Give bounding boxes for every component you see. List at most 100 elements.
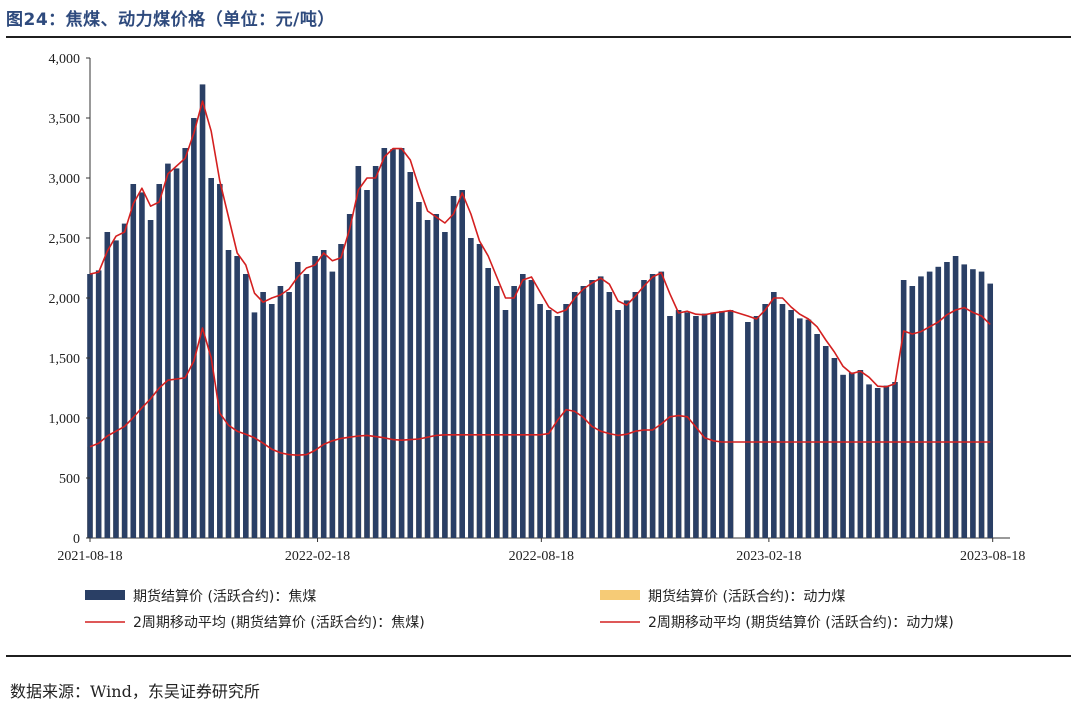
legend-label-thermal: 期货结算价 (活跃合约)：动力煤 xyxy=(648,588,845,605)
coking-bar xyxy=(649,274,656,538)
coking-bar xyxy=(814,334,820,538)
y-axis-ticks: 0 500 1,000 1,500 2,000 2,500 3,000 3,500 4,000 xyxy=(49,52,90,547)
coking-bar xyxy=(468,238,474,538)
coking-bar xyxy=(104,232,111,538)
coking-bar xyxy=(320,250,327,538)
coking-bar xyxy=(147,220,154,538)
coking-bar xyxy=(719,311,725,538)
coking-bar xyxy=(874,388,881,538)
coking-bar xyxy=(840,374,846,538)
coking-bar xyxy=(831,358,838,538)
coking-bar xyxy=(805,319,812,538)
coking-bar xyxy=(926,271,933,538)
coking-bar xyxy=(312,256,318,538)
x-tick-label: 2023-08-18 xyxy=(960,549,1025,564)
source-note: 数据来源：Wind，东吴证券研究所 xyxy=(10,682,260,701)
coking-bar xyxy=(381,148,388,538)
coking-bar xyxy=(407,172,414,538)
coking-bar xyxy=(346,214,353,538)
coking-bar xyxy=(519,274,526,538)
coking-bar xyxy=(165,163,171,538)
moving-average-lines xyxy=(89,100,991,457)
x-tick-label: 2023-02-18 xyxy=(736,549,801,564)
coking-bar xyxy=(753,316,760,538)
coking-bar xyxy=(329,271,336,538)
coking-bar xyxy=(502,310,509,538)
y-tick-label: 4,000 xyxy=(49,52,81,67)
coking-bar xyxy=(987,283,994,538)
coking-bar xyxy=(450,196,457,538)
coking-bar xyxy=(580,286,587,538)
coking-bar xyxy=(225,250,232,538)
x-axis-ticks: 2021-08-18 2022-02-18 2022-08-18 2023-02-18… xyxy=(57,538,1025,564)
legend-swatch-coking xyxy=(85,590,125,600)
coking-bar xyxy=(615,310,621,538)
coking-bar xyxy=(303,274,310,538)
thermal-ma-line xyxy=(89,327,991,457)
coking-bar xyxy=(701,313,708,538)
coking-bar xyxy=(537,304,543,538)
coking-bar xyxy=(883,385,890,538)
coking-bar xyxy=(459,190,466,538)
coking-bar xyxy=(597,276,604,538)
coking-bar xyxy=(978,271,985,538)
coking-bar xyxy=(675,310,682,538)
coking-bar xyxy=(433,214,440,538)
coking-bar xyxy=(130,184,137,538)
footer-divider xyxy=(6,655,1071,657)
coking-bar xyxy=(589,280,595,538)
coking-bar xyxy=(355,166,362,538)
coking-bar xyxy=(866,384,872,538)
coking-bar xyxy=(970,269,976,538)
coking-bar xyxy=(554,316,561,538)
coking-ma-line xyxy=(89,100,991,388)
coking-bar xyxy=(442,232,448,538)
coking-bar xyxy=(364,190,370,538)
coking-bar xyxy=(139,192,145,538)
y-tick-label: 0 xyxy=(73,532,80,547)
coking-bar xyxy=(416,202,422,538)
coking-bar xyxy=(771,292,777,538)
coking-bar xyxy=(485,268,491,538)
coking-bar xyxy=(182,148,189,538)
coking-bar xyxy=(710,312,717,538)
legend-swatch-thermal xyxy=(600,590,640,600)
coking-bar xyxy=(294,262,301,538)
coking-bar xyxy=(338,244,344,538)
coking-bar xyxy=(268,304,275,538)
coking-bar xyxy=(390,149,396,538)
coking-bar xyxy=(745,322,751,538)
coking-bar xyxy=(606,292,613,538)
coking-bar xyxy=(961,264,968,538)
y-tick-label: 3,500 xyxy=(49,112,81,127)
coking-bar xyxy=(952,256,959,538)
coking-bar xyxy=(563,304,569,538)
coking-bar xyxy=(277,286,284,538)
coking-bar xyxy=(243,274,249,538)
coking-bar xyxy=(848,372,855,538)
coking-bar xyxy=(511,286,517,538)
coking-bar xyxy=(935,266,942,538)
coking-bar xyxy=(857,370,864,538)
coking-bar xyxy=(424,220,431,538)
coking-bar xyxy=(909,286,916,538)
price-chart: 05001,0001,5002,0002,5003,0003,5004,000 … xyxy=(49,52,1026,631)
coking-bar xyxy=(641,280,647,538)
coking-coal-bars xyxy=(87,84,994,539)
coking-bar xyxy=(779,304,786,538)
coking-bar xyxy=(260,292,266,538)
coking-bar xyxy=(900,280,907,538)
coking-bar xyxy=(156,184,163,538)
coking-bar xyxy=(918,276,924,538)
coking-bar xyxy=(892,382,898,538)
coking-bar xyxy=(796,318,803,538)
coking-bar xyxy=(234,256,240,538)
coking-bar xyxy=(191,118,197,538)
coking-bar xyxy=(173,168,180,538)
x-tick-label: 2022-08-18 xyxy=(509,549,574,564)
coking-bar xyxy=(286,292,292,538)
y-tick-label: 1,000 xyxy=(49,412,81,427)
coking-bar xyxy=(398,148,405,538)
coking-bar xyxy=(762,304,768,538)
coking-bar xyxy=(113,240,119,538)
